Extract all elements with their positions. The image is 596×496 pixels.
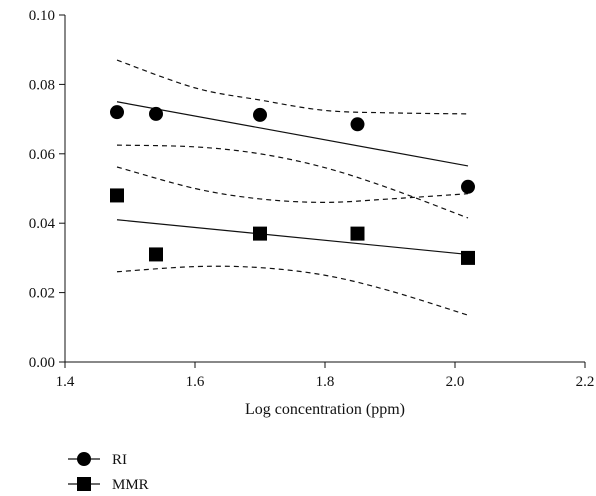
y-tick-label: 0.08 bbox=[29, 77, 55, 93]
y-axis-ticks: 0.00 0.02 0.04 0.06 0.08 0.10 bbox=[29, 8, 65, 371]
data-point-square bbox=[350, 226, 365, 241]
legend-marker-square bbox=[77, 477, 91, 491]
legend-item: RI bbox=[68, 452, 127, 468]
confidence-band-upper bbox=[116, 166, 469, 203]
legend: RI MMR bbox=[68, 452, 149, 493]
confidence-bands bbox=[116, 59, 469, 316]
data-point-circle bbox=[253, 107, 267, 122]
data-point-square bbox=[149, 247, 163, 262]
data-point-square bbox=[253, 226, 267, 241]
legend-marker-circle bbox=[77, 452, 91, 466]
confidence-band-lower bbox=[116, 265, 469, 316]
y-tick-label: 0.00 bbox=[29, 355, 55, 371]
fit-line bbox=[116, 101, 469, 167]
data-point-circle bbox=[461, 179, 475, 194]
x-tick-label: 1.6 bbox=[186, 374, 205, 390]
legend-label: MMR bbox=[112, 477, 149, 493]
data-point-square bbox=[461, 250, 475, 265]
x-axis-ticks: 1.4 1.6 1.8 2.0 2.2 bbox=[56, 362, 595, 390]
data-point-circle bbox=[350, 117, 365, 132]
fit-line bbox=[116, 219, 469, 256]
fit-lines bbox=[116, 101, 469, 256]
data-points bbox=[110, 105, 475, 265]
x-axis-title: Log concentration (ppm) bbox=[245, 401, 405, 418]
legend-label: RI bbox=[112, 452, 127, 468]
y-tick-label: 0.06 bbox=[29, 147, 56, 163]
data-point-circle bbox=[110, 105, 124, 120]
confidence-band-lower bbox=[116, 144, 469, 219]
data-point-circle bbox=[149, 106, 163, 121]
y-tick-label: 0.04 bbox=[29, 216, 56, 232]
y-tick-label: 0.02 bbox=[29, 286, 55, 302]
x-tick-label: 1.8 bbox=[316, 374, 335, 390]
y-tick-label: 0.10 bbox=[29, 8, 55, 24]
x-tick-label: 2.2 bbox=[576, 374, 595, 390]
x-tick-label: 2.0 bbox=[446, 374, 465, 390]
x-tick-label: 1.4 bbox=[56, 374, 75, 390]
confidence-band-upper bbox=[116, 59, 469, 115]
legend-item: MMR bbox=[68, 477, 149, 493]
data-point-square bbox=[110, 188, 124, 203]
